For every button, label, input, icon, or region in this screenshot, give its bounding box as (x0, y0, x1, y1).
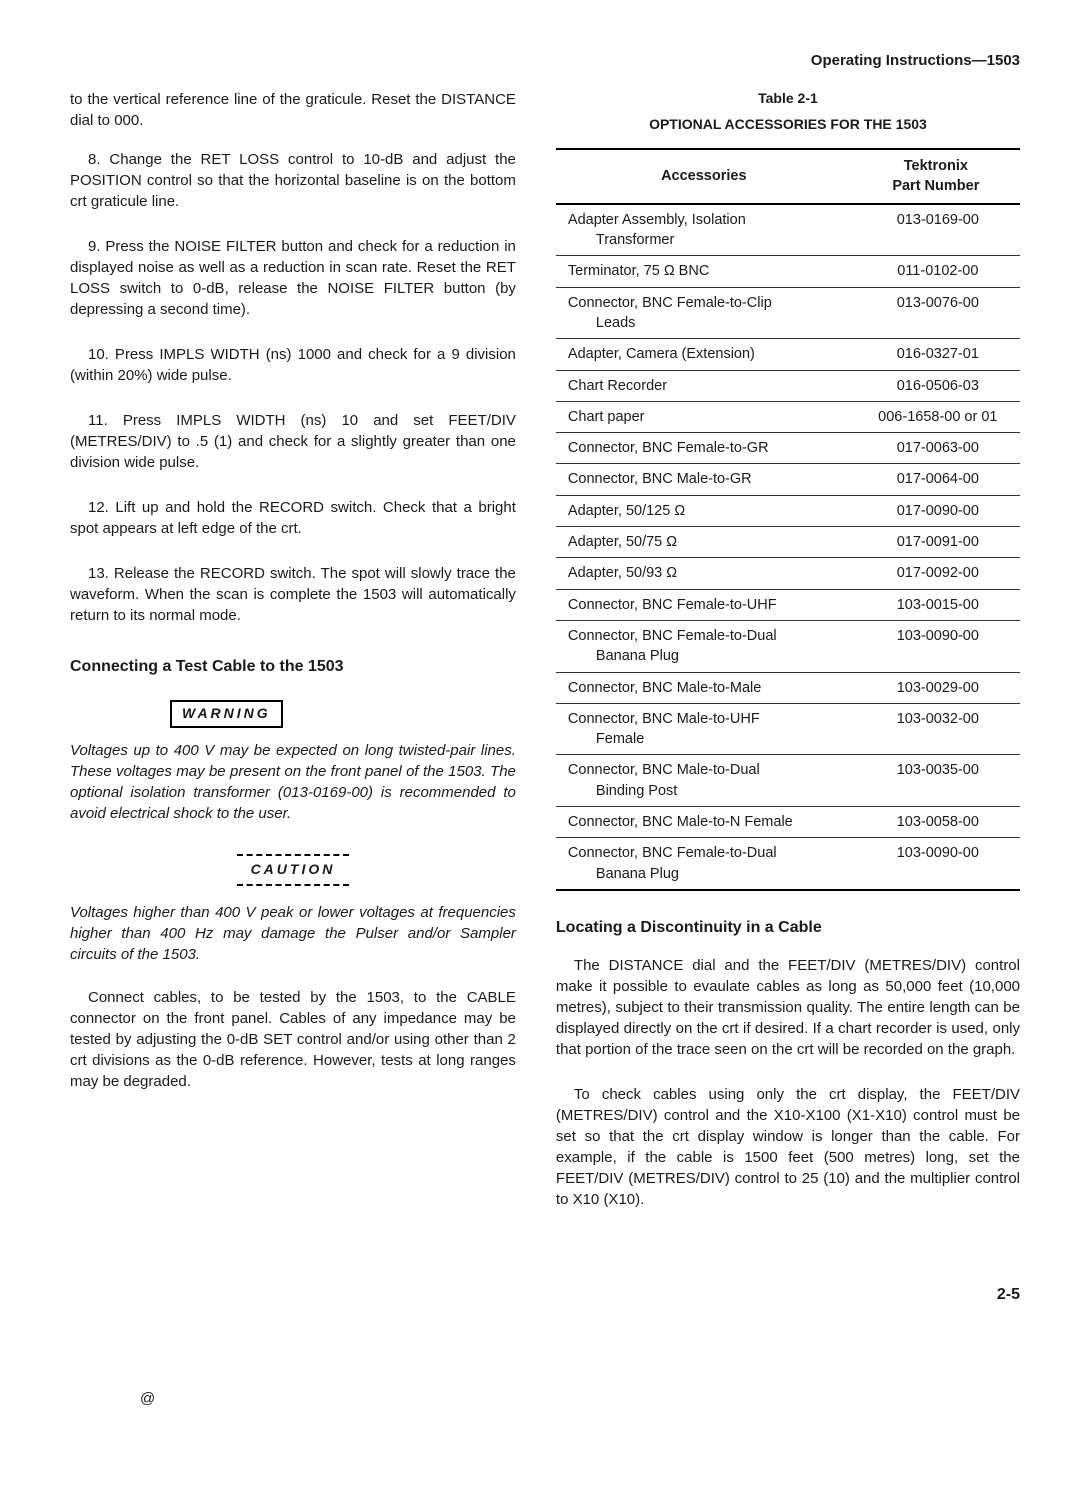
table-title: Table 2-1 (556, 89, 1020, 109)
page-header: Operating Instructions—1503 (70, 50, 1020, 71)
table-subtitle: OPTIONAL ACCESSORIES FOR THE 1503 (556, 115, 1020, 135)
accessory-cell: Terminator, 75 Ω BNC (556, 256, 852, 287)
step-11: 11. Press IMPLS WIDTH (ns) 10 and set FE… (70, 410, 516, 473)
locating-heading: Locating a Discontinuity in a Cable (556, 917, 1020, 939)
partnum-cell: 017-0090-00 (852, 495, 1020, 526)
table-row: Chart paper006-1658-00 or 01 (556, 401, 1020, 432)
locating-p1: The DISTANCE dial and the FEET/DIV (METR… (556, 955, 1020, 1060)
partnum-cell: 011-0102-00 (852, 256, 1020, 287)
col-partnum: TektronixPart Number (852, 149, 1020, 204)
accessory-cell: Adapter, 50/93 Ω (556, 558, 852, 589)
accessory-cell: Connector, BNC Male-to-DualBinding Post (556, 755, 852, 807)
table-row: Connector, BNC Male-to-GR017-0064-00 (556, 464, 1020, 495)
accessory-cell: Connector, BNC Female-to-DualBanana Plug (556, 620, 852, 672)
intro-text: to the vertical reference line of the gr… (70, 89, 516, 131)
warning-text: Voltages up to 400 V may be expected on … (70, 740, 516, 824)
accessory-cell: Adapter Assembly, IsolationTransformer (556, 204, 852, 256)
right-column: Table 2-1 OPTIONAL ACCESSORIES FOR THE 1… (556, 89, 1020, 1234)
table-row: Connector, BNC Male-to-DualBinding Post1… (556, 755, 1020, 807)
table-row: Adapter, 50/125 Ω017-0090-00 (556, 495, 1020, 526)
accessories-table: Accessories TektronixPart Number Adapter… (556, 148, 1020, 891)
table-row: Connector, BNC Female-to-ClipLeads013-00… (556, 287, 1020, 339)
table-row: Connector, BNC Male-to-N Female103-0058-… (556, 807, 1020, 838)
step-13: 13. Release the RECORD switch. The spot … (70, 563, 516, 626)
table-row: Connector, BNC Male-to-UHFFemale103-0032… (556, 703, 1020, 755)
table-row: Adapter, 50/93 Ω017-0092-00 (556, 558, 1020, 589)
page-number: 2-5 (70, 1284, 1020, 1306)
table-row: Connector, BNC Female-to-DualBanana Plug… (556, 620, 1020, 672)
connect-paragraph: Connect cables, to be tested by the 1503… (70, 987, 516, 1092)
partnum-cell: 016-0327-01 (852, 339, 1020, 370)
accessory-cell: Chart paper (556, 401, 852, 432)
partnum-cell: 103-0029-00 (852, 672, 1020, 703)
partnum-cell: 103-0032-00 (852, 703, 1020, 755)
accessory-cell: Adapter, Camera (Extension) (556, 339, 852, 370)
table-row: Connector, BNC Male-to-Male103-0029-00 (556, 672, 1020, 703)
partnum-cell: 006-1658-00 or 01 (852, 401, 1020, 432)
accessory-cell: Connector, BNC Male-to-UHFFemale (556, 703, 852, 755)
table-row: Terminator, 75 Ω BNC011-0102-00 (556, 256, 1020, 287)
table-row: Connector, BNC Female-to-DualBanana Plug… (556, 838, 1020, 890)
accessory-cell: Connector, BNC Male-to-N Female (556, 807, 852, 838)
accessory-cell: Adapter, 50/75 Ω (556, 527, 852, 558)
warning-box: WARNING (170, 700, 283, 728)
step-10: 10. Press IMPLS WIDTH (ns) 1000 and chec… (70, 344, 516, 386)
table-row: Connector, BNC Female-to-UHF103-0015-00 (556, 589, 1020, 620)
accessory-cell: Connector, BNC Female-to-ClipLeads (556, 287, 852, 339)
partnum-cell: 103-0090-00 (852, 620, 1020, 672)
partnum-cell: 103-0015-00 (852, 589, 1020, 620)
partnum-cell: 017-0063-00 (852, 433, 1020, 464)
caution-text: Voltages higher than 400 V peak or lower… (70, 902, 516, 965)
accessory-cell: Connector, BNC Male-to-GR (556, 464, 852, 495)
step-8: 8. Change the RET LOSS control to 10-dB … (70, 149, 516, 212)
accessory-cell: Chart Recorder (556, 370, 852, 401)
accessory-cell: Connector, BNC Female-to-UHF (556, 589, 852, 620)
accessory-cell: Adapter, 50/125 Ω (556, 495, 852, 526)
partnum-cell: 013-0169-00 (852, 204, 1020, 256)
left-column: to the vertical reference line of the gr… (70, 89, 516, 1234)
table-row: Connector, BNC Female-to-GR017-0063-00 (556, 433, 1020, 464)
accessory-cell: Connector, BNC Female-to-DualBanana Plug (556, 838, 852, 890)
connecting-heading: Connecting a Test Cable to the 1503 (70, 656, 516, 678)
partnum-cell: 017-0092-00 (852, 558, 1020, 589)
partnum-cell: 103-0035-00 (852, 755, 1020, 807)
partnum-cell: 013-0076-00 (852, 287, 1020, 339)
accessory-cell: Connector, BNC Female-to-GR (556, 433, 852, 464)
partnum-cell: 017-0091-00 (852, 527, 1020, 558)
partnum-cell: 103-0058-00 (852, 807, 1020, 838)
table-row: Chart Recorder016-0506-03 (556, 370, 1020, 401)
partnum-cell: 017-0064-00 (852, 464, 1020, 495)
table-row: Adapter, 50/75 Ω017-0091-00 (556, 527, 1020, 558)
table-row: Adapter, Camera (Extension)016-0327-01 (556, 339, 1020, 370)
step-9: 9. Press the NOISE FILTER button and che… (70, 236, 516, 320)
col-accessories: Accessories (556, 149, 852, 204)
accessory-cell: Connector, BNC Male-to-Male (556, 672, 852, 703)
partnum-cell: 016-0506-03 (852, 370, 1020, 401)
step-12: 12. Lift up and hold the RECORD switch. … (70, 497, 516, 539)
caution-box: CAUTION (237, 854, 350, 886)
table-row: Adapter Assembly, IsolationTransformer01… (556, 204, 1020, 256)
partnum-cell: 103-0090-00 (852, 838, 1020, 890)
locating-p2: To check cables using only the crt displ… (556, 1084, 1020, 1210)
